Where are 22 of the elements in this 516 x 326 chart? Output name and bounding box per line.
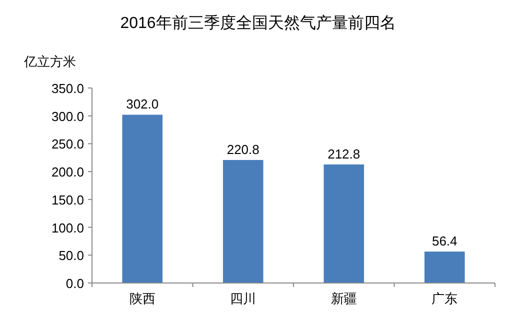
data-label: 56.4 (432, 234, 458, 249)
y-tick-label: 150.0 (51, 192, 84, 208)
y-tick-label: 350.0 (51, 81, 84, 96)
y-axis-title: 亿立方米 (23, 54, 76, 69)
data-label: 212.8 (328, 146, 360, 162)
bar (122, 114, 163, 283)
x-tick-label: 陕西 (129, 291, 156, 306)
data-label: 302.0 (126, 96, 159, 112)
y-tick-label: 200.0 (51, 164, 84, 180)
bar (324, 164, 364, 283)
bar (424, 252, 465, 283)
x-tick-label: 四川 (230, 291, 256, 306)
y-tick-label: 50.0 (58, 248, 84, 264)
bar (222, 160, 264, 283)
y-tick-label: 250.0 (51, 136, 84, 152)
y-tick-label: 300.0 (51, 108, 84, 124)
chart-title: 2016年前三季度全国天然气产量前四名 (120, 14, 396, 32)
y-tick-label: 100.0 (51, 220, 84, 236)
y-tick-label: 0.0 (66, 276, 84, 291)
x-tick-label: 新疆 (330, 291, 357, 306)
data-label: 220.8 (226, 142, 260, 157)
x-tick-label: 广东 (432, 291, 458, 306)
